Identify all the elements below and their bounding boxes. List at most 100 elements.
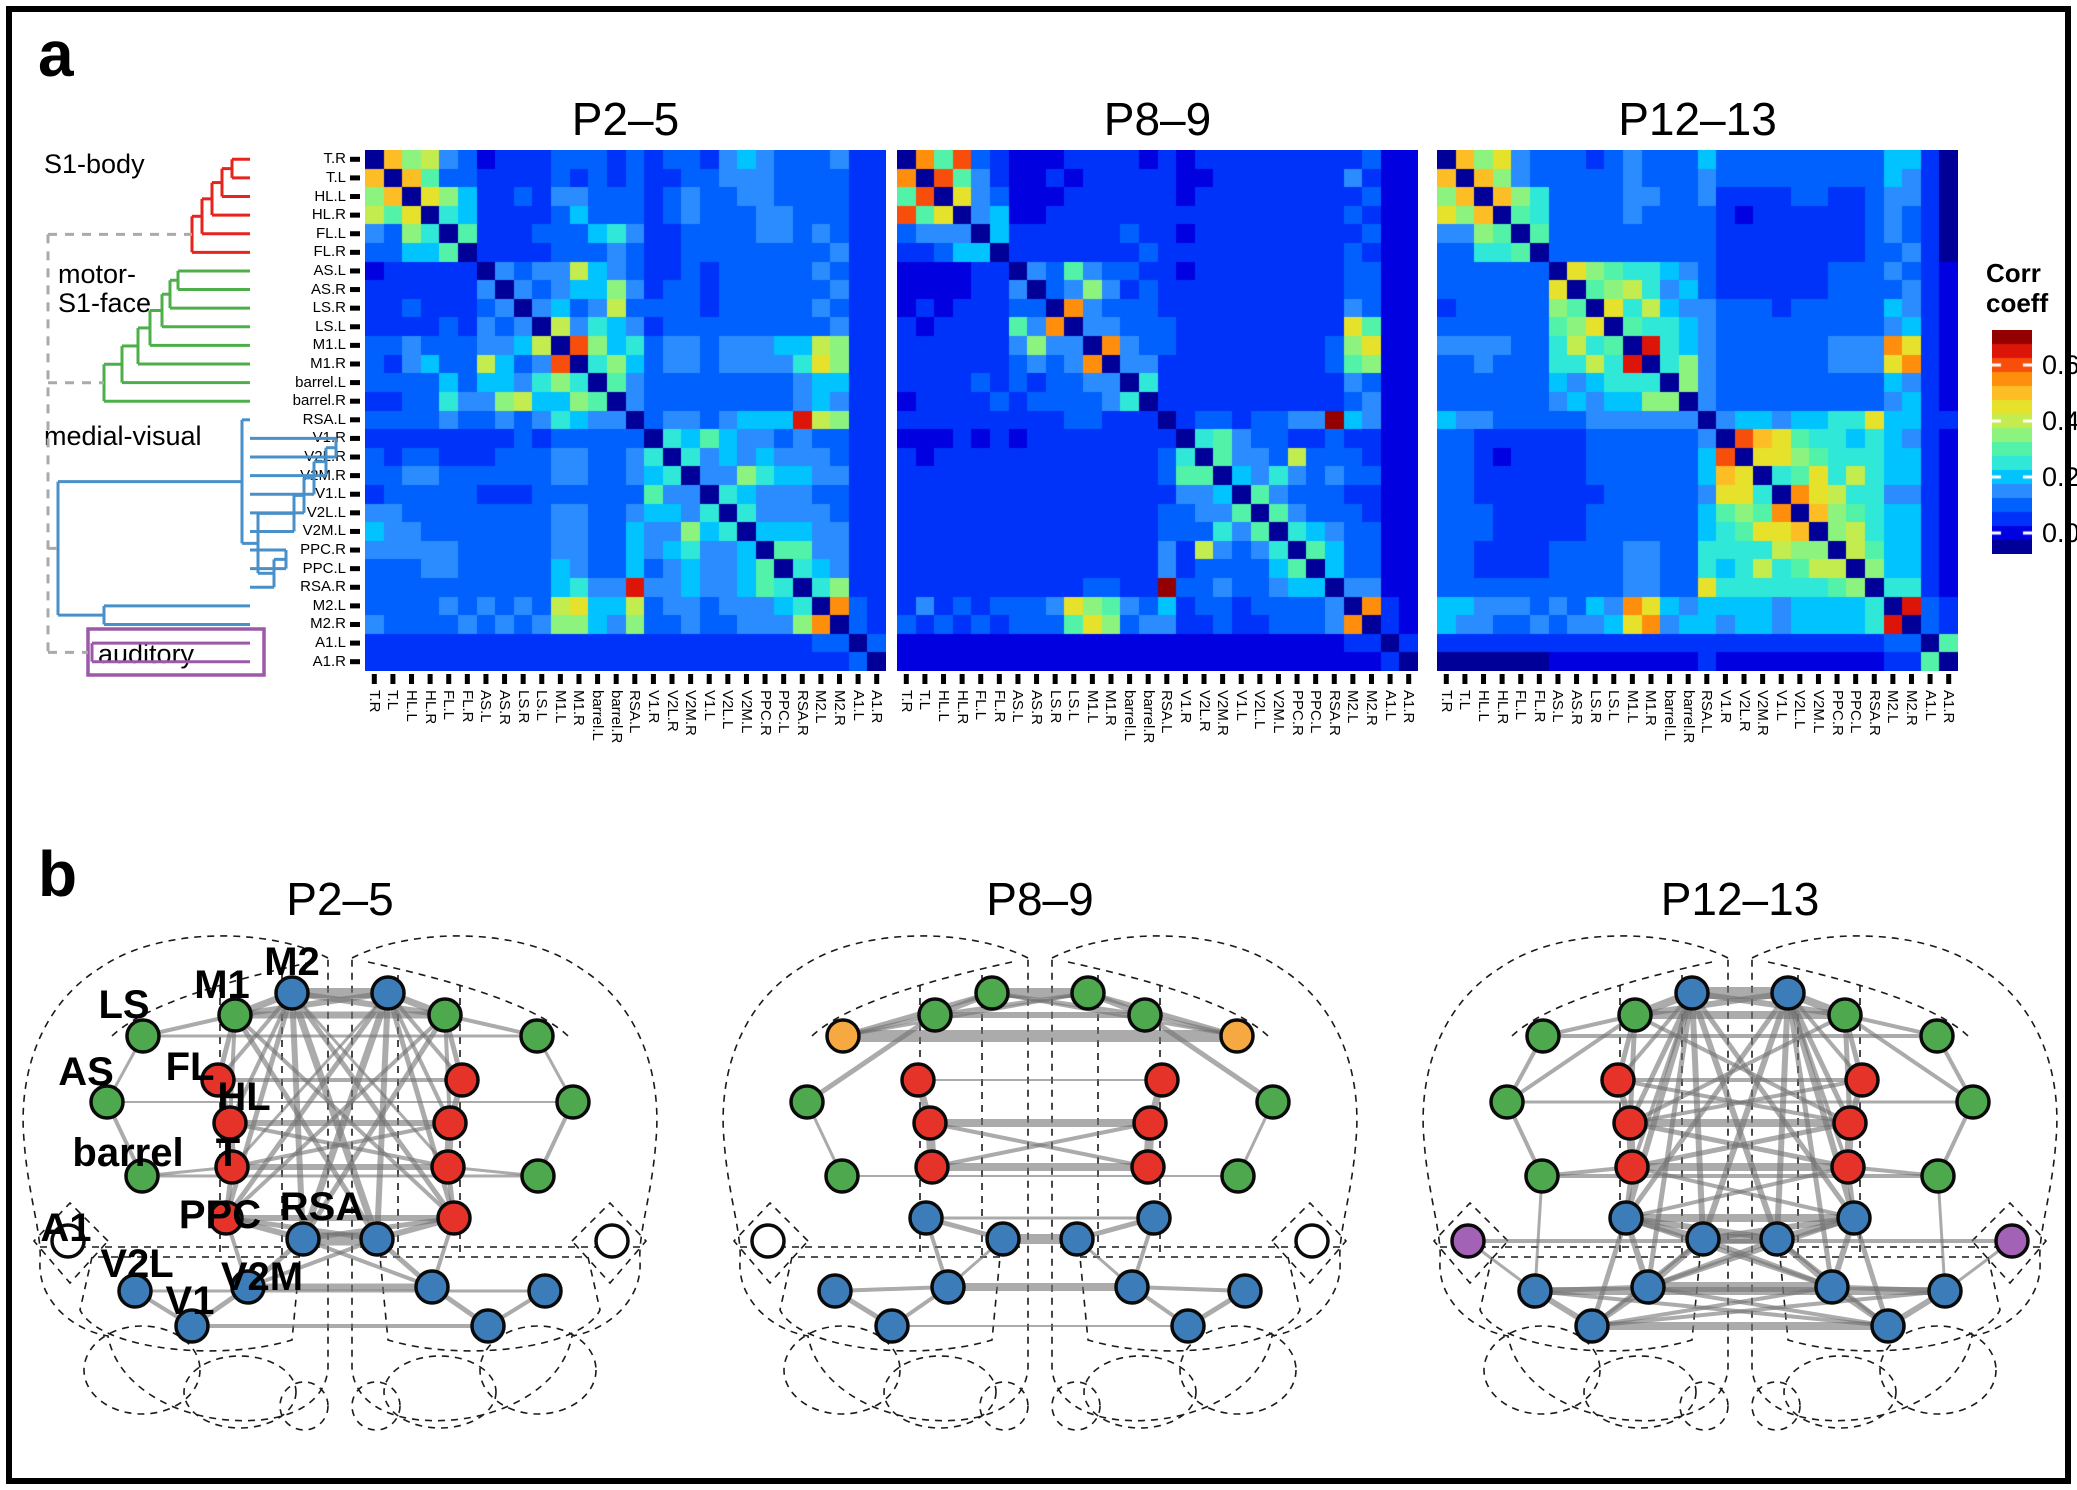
region-node-V2L-R [1227,1273,1263,1309]
region-node-RSA-L [285,1221,321,1257]
region-node-PPC-L [1608,1200,1644,1236]
row-label: V2L.L [306,503,346,521]
region-node-FL-L [200,1062,236,1098]
region-node-M2-L [274,975,310,1011]
region-node-V2L-R [1927,1273,1963,1309]
network-edge [804,1012,938,1105]
row-label: T.R [323,150,347,168]
row-label: V2M.L [302,522,346,540]
region-node-V2L-L [1517,1273,1553,1309]
network-edge [1632,990,1791,1018]
region-node-HL-R [1132,1105,1168,1141]
network-edge [443,1013,452,1125]
region-label-V1: V1 [166,1279,215,1323]
row-label: M2.R [310,615,346,633]
heatmap-title-2: P8–9 [1103,93,1212,145]
colorbar-tick-label: 0.0 [2042,518,2077,548]
network-edge [1624,1165,1850,1220]
colorbar-tick-label: 0.2 [2042,462,2077,492]
region-node-PPC-R [1136,1200,1172,1236]
region-node-PPC-L [208,1200,244,1236]
row-label: PPC.L [302,559,346,577]
heatmap-P12-13 [1437,150,1958,671]
region-node-V1-R [1870,1308,1906,1344]
region-label-M1: M1 [194,963,250,1007]
network-edge [289,990,448,1018]
network-edge [300,1012,448,1242]
region-node-T-L [914,1149,950,1185]
network-edge [990,991,1239,1038]
row-label: RSA.L [302,410,346,428]
region-node-M2-R [370,975,406,1011]
region-node-M1-R [427,997,463,1033]
region-node-FL-L [900,1062,936,1098]
network-edge [1628,1078,1864,1125]
colorbar-tick-label: 0.6 [2042,350,2077,380]
region-node-M2-L [1674,975,1710,1011]
region-label-T: T [216,1131,240,1175]
region-node-HL-R [432,1105,468,1141]
region-node-FL-L [1600,1062,1636,1098]
region-label-HL: HL [217,1075,270,1119]
region-node-M1-L [217,997,253,1033]
row-label: T.L [325,168,346,186]
network-edge [223,990,391,1221]
region-node-V2L-L [817,1273,853,1309]
network-edge [1842,1012,1853,1126]
region-node-barrel-R [1220,1158,1256,1194]
dendrogram-and-ticks [46,156,1952,684]
network-edge [1633,1013,1852,1125]
network-edge [233,1013,456,1220]
network-edge [1645,1236,1780,1290]
network-edge [1689,990,1848,1018]
region-node-M1-R [1127,997,1163,1033]
region-node-T-L [1614,1149,1650,1185]
network-edge [232,1012,380,1242]
colorbar-tick-label: 0.4 [2042,406,2077,436]
brain-outline [1751,935,2058,1422]
region-node-barrel-R [1920,1158,1956,1194]
network-edge [224,1013,447,1220]
network-edge [289,990,457,1221]
region-node-M1-L [917,997,953,1033]
region-node-barrel-L [124,1158,160,1194]
region-label-A1: A1 [40,1206,91,1250]
region-node-V2M-R [1114,1269,1150,1305]
network-edge [1130,1285,1247,1293]
panel-b-letter: b [38,838,78,910]
row-label: M1.R [310,354,346,372]
network-edge [1590,1289,1947,1328]
row-label: AS.L [313,261,346,279]
region-node-barrel-L [824,1158,860,1194]
region-node-HL-L [212,1105,248,1141]
region-node-M2-L [974,975,1010,1011]
region-node-M1-L [1617,997,1653,1033]
region-node-LS-L [825,1018,861,1054]
region-node-barrel-L [1524,1158,1560,1194]
network-edge [1629,1120,1853,1170]
region-node-M2-R [1070,975,1106,1011]
heatmap-title-1: P2–5 [571,93,680,145]
region-node-LS-R [1919,1018,1955,1054]
row-label: HL.L [314,187,346,205]
region-label-AS: AS [58,1050,114,1094]
network-edge [1936,1174,1947,1293]
region-node-A1-R [1294,1223,1330,1259]
heatmap-title-3: P12–13 [1618,93,1777,145]
region-label-M2: M2 [264,940,320,984]
region-node-A1-R [594,1223,630,1259]
region-node-V2L-L [117,1273,153,1309]
row-label: AS.R [310,280,346,298]
region-node-AS-L [1489,1084,1525,1120]
brain-outline [22,935,329,1422]
network-edge [1627,1012,1638,1126]
heatmap-P8-9 [897,150,1418,671]
network-edge [290,991,450,1169]
row-label: barrel.R [292,392,346,410]
region-node-V1-R [1170,1308,1206,1344]
region-node-PPC-R [1836,1200,1872,1236]
region-node-HL-L [912,1105,948,1141]
region-node-V2M-L [930,1269,966,1305]
heatmap-P2-5 [365,150,886,671]
panel-a-letter: a [38,18,74,90]
